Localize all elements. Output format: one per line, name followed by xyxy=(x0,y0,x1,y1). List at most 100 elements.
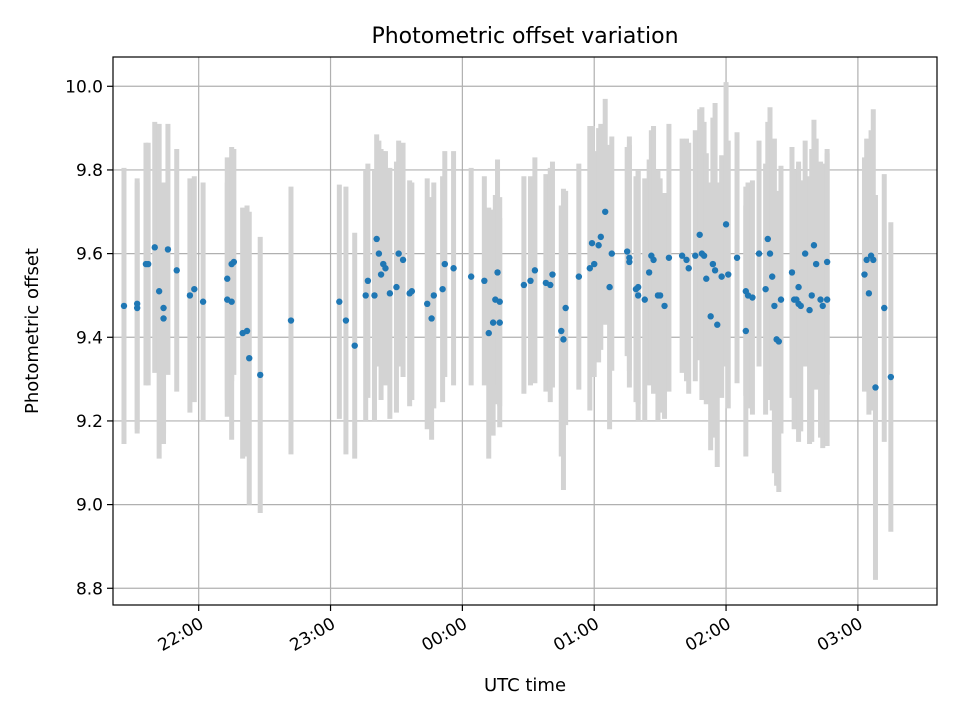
data-point xyxy=(199,298,207,305)
data-point xyxy=(450,265,457,272)
y-axis: 8.8 9.0 9.2 9.4 9.6 9.8 10.0 xyxy=(65,77,113,599)
data-point xyxy=(626,258,633,266)
data-point xyxy=(547,281,554,289)
data-point xyxy=(797,302,804,310)
data-point xyxy=(496,298,503,305)
data-point xyxy=(661,302,668,310)
data-point xyxy=(777,296,785,303)
data-point xyxy=(725,271,732,278)
data-point xyxy=(764,235,772,243)
data-point xyxy=(399,256,407,264)
data-point xyxy=(755,250,763,257)
data-point xyxy=(801,250,809,257)
data-point xyxy=(749,294,756,301)
data-point xyxy=(865,290,873,297)
data-point xyxy=(160,304,167,312)
data-point xyxy=(591,260,598,268)
data-point xyxy=(775,338,782,345)
data-point xyxy=(863,256,870,264)
data-point xyxy=(762,285,769,293)
data-point xyxy=(623,248,631,255)
data-point xyxy=(371,292,378,299)
data-point xyxy=(362,292,369,299)
data-point xyxy=(634,283,642,291)
data-point xyxy=(718,273,725,280)
data-point xyxy=(597,233,605,241)
data-point xyxy=(678,252,686,259)
data-point xyxy=(606,283,613,291)
data-point xyxy=(696,231,703,238)
data-point xyxy=(133,300,141,308)
data-point xyxy=(817,296,824,303)
data-point xyxy=(228,298,235,305)
data-point xyxy=(588,239,596,247)
data-point xyxy=(808,292,815,299)
data-point xyxy=(441,260,448,268)
data-point xyxy=(861,271,868,278)
y-axis-label: Photometric offset xyxy=(22,248,43,414)
data-point xyxy=(562,304,569,312)
data-point xyxy=(812,260,820,268)
data-point xyxy=(810,242,818,249)
data-point xyxy=(230,258,238,266)
data-point xyxy=(287,317,295,324)
chart-title: Photometric offset variation xyxy=(371,24,678,49)
data-point xyxy=(692,252,699,259)
data-point xyxy=(634,292,642,299)
data-point xyxy=(342,317,350,324)
data-point xyxy=(650,256,657,264)
data-point xyxy=(351,342,358,349)
y-tick-label: 8.8 xyxy=(76,579,103,599)
data-point xyxy=(224,275,231,282)
data-point xyxy=(703,275,710,282)
data-point xyxy=(823,258,831,266)
data-point xyxy=(881,304,888,312)
data-point xyxy=(683,256,690,264)
y-tick-label: 9.2 xyxy=(76,412,103,432)
y-tick-label: 9.4 xyxy=(76,328,103,348)
data-point xyxy=(485,329,492,337)
data-point xyxy=(246,354,253,362)
data-point xyxy=(531,267,539,274)
data-point xyxy=(742,327,750,335)
data-point xyxy=(887,373,895,381)
data-point xyxy=(870,256,877,264)
data-point xyxy=(641,296,648,303)
data-point xyxy=(151,244,158,251)
data-point xyxy=(393,283,400,291)
data-point xyxy=(430,292,438,299)
y-tick-label: 9.8 xyxy=(76,161,103,181)
data-point xyxy=(520,281,528,289)
data-points xyxy=(120,208,895,391)
data-point xyxy=(191,285,198,293)
data-point xyxy=(155,288,163,295)
y-tick-label: 9.6 xyxy=(76,245,103,265)
data-point xyxy=(733,254,741,261)
x-axis-label: UTC time xyxy=(484,675,566,696)
data-point xyxy=(336,298,343,305)
data-point xyxy=(424,300,431,308)
data-point xyxy=(665,254,673,261)
data-point xyxy=(164,246,172,253)
data-point xyxy=(685,265,692,272)
data-point xyxy=(714,321,721,328)
data-point xyxy=(608,250,615,257)
data-point xyxy=(527,277,534,285)
data-point xyxy=(243,327,251,335)
data-point xyxy=(823,296,831,303)
data-point xyxy=(645,269,653,276)
y-tick-label: 9.0 xyxy=(76,496,103,516)
data-point xyxy=(709,260,717,268)
data-point xyxy=(806,306,813,314)
data-point xyxy=(173,267,180,274)
data-point xyxy=(656,292,664,299)
data-point xyxy=(602,208,609,215)
data-point xyxy=(494,269,501,276)
data-point xyxy=(467,273,475,280)
data-point xyxy=(386,290,394,297)
data-point xyxy=(395,250,402,257)
data-point xyxy=(489,319,497,326)
data-point xyxy=(586,265,594,272)
data-point xyxy=(769,273,776,280)
data-point xyxy=(711,267,719,274)
